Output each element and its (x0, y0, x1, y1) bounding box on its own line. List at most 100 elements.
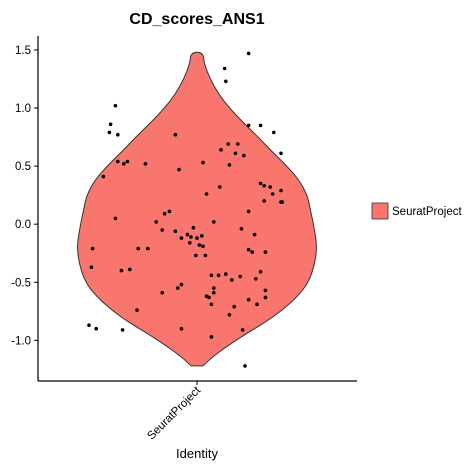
data-point (195, 236, 199, 240)
data-point (108, 122, 113, 127)
data-point (272, 130, 276, 135)
y-axis-ticks: -1.0 -0.5 0.0 0.5 1.0 1.5 (11, 45, 38, 347)
data-point (167, 209, 172, 214)
data-point (177, 167, 181, 172)
data-point (262, 199, 267, 203)
data-point (176, 286, 180, 290)
data-point (107, 130, 112, 135)
data-point (227, 313, 232, 317)
y-tick-label: 0.5 (15, 161, 31, 173)
data-point (212, 290, 216, 295)
data-point (101, 174, 106, 179)
data-point (90, 246, 95, 251)
data-point (113, 103, 118, 108)
data-point (209, 302, 214, 307)
data-point (119, 268, 124, 273)
plot-area (77, 51, 317, 368)
data-point (246, 247, 251, 252)
data-point (232, 304, 236, 309)
data-point (113, 216, 118, 221)
data-point (173, 229, 178, 233)
data-point (160, 290, 164, 295)
data-point (224, 272, 228, 276)
data-point (263, 250, 268, 254)
data-point (136, 246, 140, 251)
data-point (233, 151, 238, 156)
data-point (230, 278, 234, 282)
data-point (201, 160, 205, 165)
data-point (135, 308, 139, 312)
data-point (242, 153, 246, 158)
data-point (243, 364, 247, 368)
data-point (279, 151, 283, 156)
data-point (246, 209, 251, 214)
data-point (258, 123, 263, 128)
data-point (240, 328, 245, 332)
legend: SeuratProject (371, 202, 462, 220)
data-point (258, 270, 263, 274)
x-axis-ticks: SeuratProject (145, 381, 204, 442)
data-point (179, 282, 184, 287)
data-point (218, 185, 222, 189)
data-point (263, 295, 268, 300)
data-point (87, 323, 91, 328)
y-tick-label: 1.0 (15, 103, 31, 115)
data-point (94, 326, 98, 331)
data-point (154, 220, 158, 224)
data-point (194, 253, 198, 258)
data-point (173, 132, 178, 137)
data-point (116, 159, 120, 164)
data-point (252, 232, 257, 237)
data-point (279, 188, 283, 193)
chart-title: CD_scores_ANS1 (129, 11, 264, 28)
data-point (120, 328, 125, 332)
data-point (212, 286, 216, 290)
data-point (263, 288, 268, 293)
data-point (185, 232, 190, 237)
data-point (200, 234, 204, 238)
data-point (162, 211, 167, 216)
data-point (258, 181, 263, 186)
data-point (125, 159, 130, 164)
data-point (209, 335, 214, 339)
data-point (250, 250, 254, 254)
data-point (219, 148, 223, 152)
y-tick-label: -0.5 (11, 277, 31, 289)
legend-swatch (371, 202, 389, 220)
data-point (116, 132, 120, 137)
data-point (179, 326, 184, 331)
legend-label: SeuratProject (392, 206, 462, 218)
data-point (143, 162, 148, 166)
data-point (246, 123, 251, 128)
data-point (254, 277, 258, 281)
data-point (222, 66, 227, 71)
data-point (216, 273, 221, 278)
x-axis-title: Identity (176, 446, 218, 461)
data-point (122, 162, 126, 166)
data-point (209, 273, 214, 278)
data-point (238, 274, 242, 279)
data-point (262, 184, 267, 188)
data-point (227, 163, 232, 167)
data-point (191, 225, 196, 230)
y-tick-label: 0.0 (15, 219, 31, 231)
data-point (246, 297, 251, 302)
data-point (188, 241, 192, 245)
data-point (201, 244, 205, 249)
data-point (128, 267, 132, 272)
data-point (189, 235, 193, 239)
data-point (270, 192, 275, 196)
y-tick-label: -1.0 (11, 335, 31, 347)
data-point (203, 253, 208, 258)
x-tick-label: SeuratProject (145, 384, 203, 442)
data-point (179, 236, 184, 240)
data-point (224, 79, 228, 84)
data-point (255, 302, 259, 307)
data-point (239, 227, 244, 231)
data-point (204, 192, 209, 196)
data-point (197, 243, 202, 247)
data-point (160, 228, 164, 232)
data-point (146, 246, 150, 251)
violin-body (77, 51, 317, 367)
